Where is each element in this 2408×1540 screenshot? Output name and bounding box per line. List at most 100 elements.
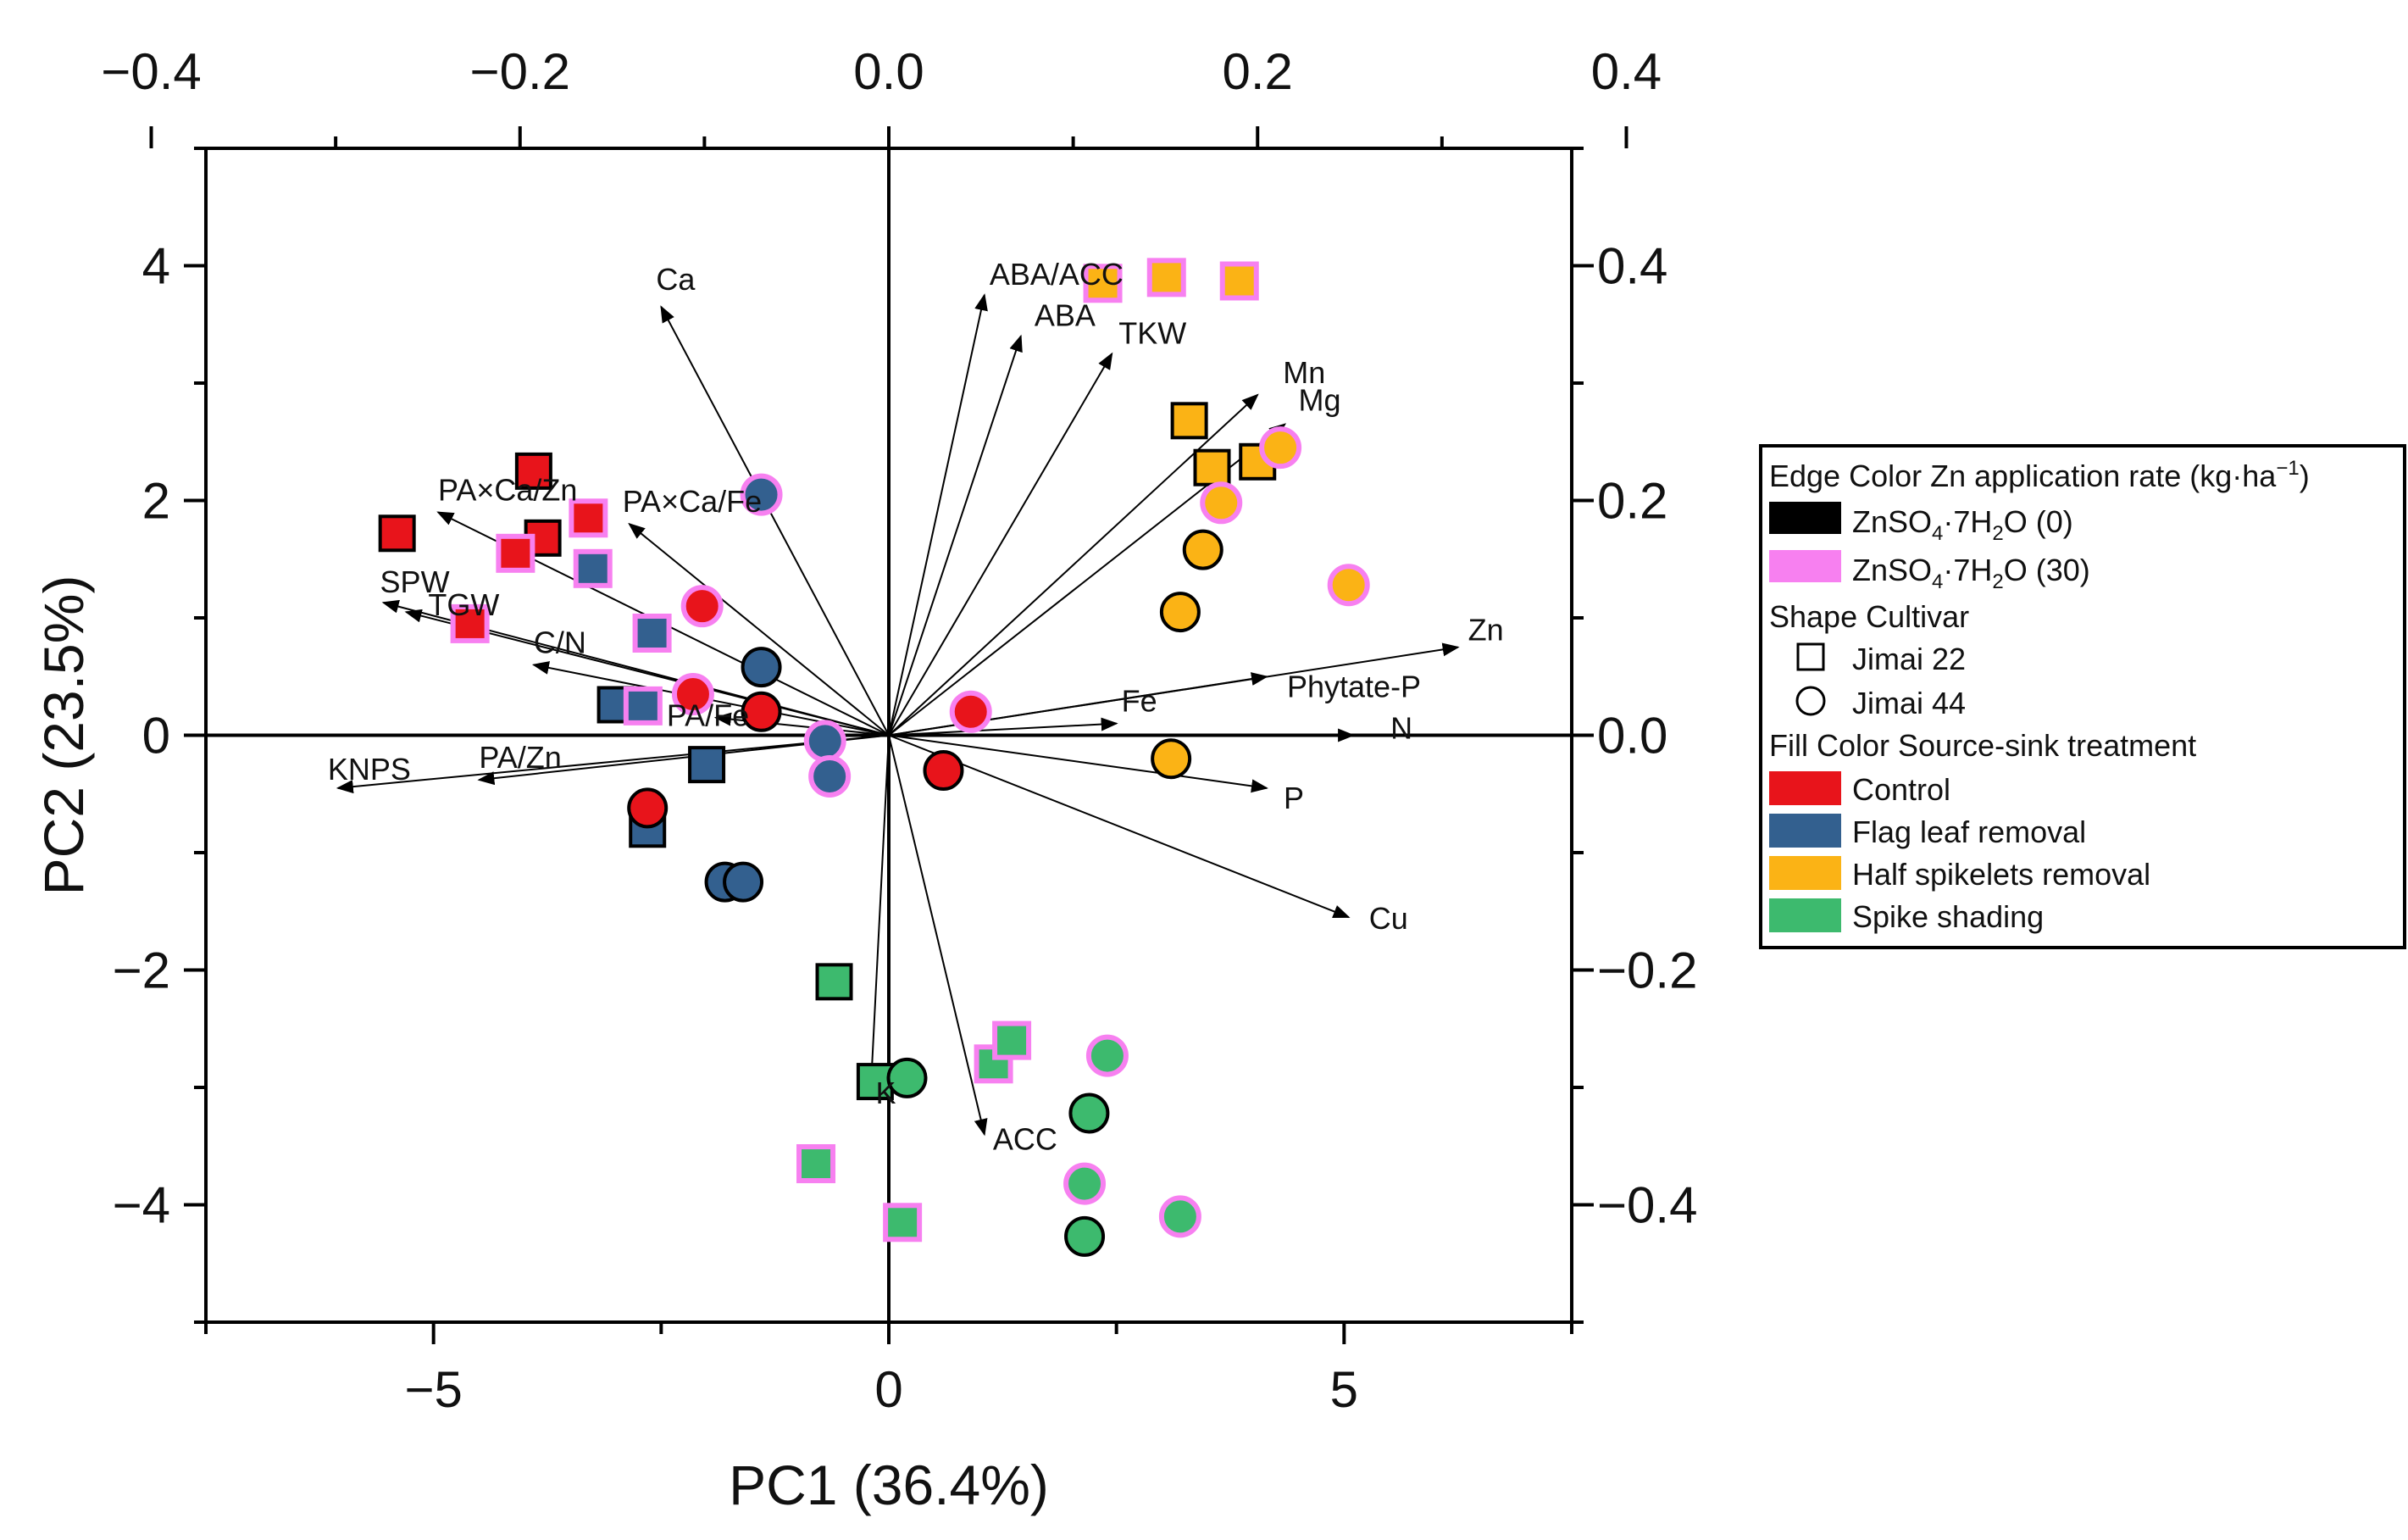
loading-arrow-pa-ca-fe [628,522,890,737]
top-tick-label: 0.0 [853,43,924,100]
legend-swatch-zn0 [1769,502,1841,534]
legend-swatch-spike-shading [1769,898,1841,932]
loading-arrow-tkw [888,352,1113,737]
loading-label-pa-zn: PA/Zn [479,740,561,775]
loading-label-spw: SPW [380,564,450,599]
loading-label-fe: Fe [1122,684,1157,719]
loading-label-zn: Zn [1468,613,1504,648]
loading-label-pa-ca-zn: PA×Ca/Zn [438,472,577,507]
point-circle-flag-leaf-removal [723,861,764,903]
point-square-control [496,533,535,573]
right-tick-label: 0.0 [1597,708,1667,764]
legend-shape-square [1796,642,1825,671]
point-square-spike-shading [815,963,853,1001]
y-tick-label: 4 [142,238,170,295]
x-tick-label: 5 [1330,1361,1358,1418]
point-square-flag-leaf-removal [623,686,663,726]
loading-label-phytate-p: Phytate-P [1287,669,1421,703]
legend: Edge Color Zn application rate (kg·ha−1)… [1759,444,2406,949]
loading-label-tkw: TKW [1118,315,1186,350]
point-circle-spike-shading [1085,1034,1129,1077]
legend-shape-circle [1795,686,1826,716]
point-square-flag-leaf-removal [632,614,672,653]
loading-vectors [336,293,1460,1137]
point-square-spike-shading [883,1203,923,1243]
y-tick-label: −4 [113,1177,170,1234]
loading-arrow-knps [336,734,890,794]
loading-label-tgw: TGW [428,587,499,622]
loading-label-mg: Mg [1298,382,1340,417]
point-circle-flag-leaf-removal [803,720,846,763]
y-tick-label: 0 [142,708,170,764]
loading-label-pa-ca-fe: PA×Ca/Fe [623,484,762,519]
point-square-half-spikelets-removal [1083,264,1123,303]
point-square-spike-shading [796,1144,836,1184]
legend-swatch-control [1769,771,1841,805]
loading-label-acc: ACC [993,1121,1057,1156]
point-square-half-spikelets-removal [1170,402,1208,440]
loading-arrow-k [864,735,890,1095]
point-circle-spike-shading [1064,1215,1106,1257]
top-tick-label: 0.4 [1591,43,1662,100]
point-circle-half-spikelets-removal [1151,738,1192,780]
right-tick-label: 0.2 [1597,473,1667,530]
y-axis-title: PC2 (23.5%) [32,575,95,896]
point-circle-control [671,673,714,716]
loading-label-mn: Mn [1283,355,1325,390]
point-circle-spike-shading [1158,1195,1201,1238]
point-circle-control [923,750,964,792]
x-axis-title: PC1 (36.4%) [729,1454,1049,1516]
point-square-flag-leaf-removal [573,548,613,588]
loading-label-k: K [876,1076,896,1110]
legend-label-zn0: ZnSO4·7H2O (0) [1852,504,2073,545]
legend-label-zn30: ZnSO4·7H2O (30) [1852,553,2090,593]
y-tick-label: 2 [142,473,170,530]
loading-label-knps: KNPS [328,752,411,787]
loading-label-ca: Ca [656,262,696,297]
x-tick-label: 0 [874,1361,902,1418]
point-square-half-spikelets-removal [1193,448,1231,486]
y-tick-label: −2 [113,942,170,999]
point-circle-spike-shading [1068,1092,1110,1134]
top-tick-label: −0.4 [101,43,201,100]
loading-label-aba: ABA [1035,298,1096,333]
point-circle-half-spikelets-removal [1159,592,1201,633]
loading-label-aba-acc: ABA/ACC [990,257,1124,292]
point-square-flag-leaf-removal [688,746,726,784]
legend-fill-label-flag-leaf-removal: Flag leaf removal [1852,814,2086,849]
right-tick-label: −0.4 [1597,1177,1697,1234]
loading-arrow-cu [888,734,1351,919]
point-circle-half-spikelets-removal [1259,426,1302,470]
legend-shape-heading: Shape Cultivar [1769,599,1969,634]
legend-shape-label: Jimai 44 [1852,686,1966,720]
loading-arrow-p [888,734,1268,793]
legend-fill-label-spike-shading: Spike shading [1852,899,2044,934]
legend-box [1759,444,2406,949]
point-square-control [450,603,490,643]
right-tick-label: −0.2 [1597,942,1697,999]
loading-label-p: P [1284,781,1304,815]
point-square-control [569,498,608,538]
loading-arrow-fe [888,717,1118,737]
axes-layer: −5 0 5 −4 −2 0 2 4 −0.4 −0.2 0.0 0.2 0.4 −0.4 −0.2 0.0 0… [32,43,1697,1516]
point-circle-control [741,691,782,732]
loading-arrow-acc [888,735,988,1137]
legend-swatch-zn30 [1769,550,1841,582]
point-circle-spike-shading [886,1057,928,1098]
loading-label-c-n: C/N [534,625,586,659]
point-square-control [514,452,552,490]
x-tick-label: −5 [404,1361,462,1418]
top-tick-label: 0.2 [1223,43,1293,100]
right-tick-label: 0.4 [1597,238,1667,295]
loading-arrow-aba-acc [888,293,988,736]
legend-shape-label: Jimai 22 [1852,642,1966,676]
point-circle-half-spikelets-removal [1327,564,1370,607]
point-square-spike-shading [992,1020,1032,1060]
legend-fill-label-half-spikelets-removal: Half spikelets removal [1852,857,2150,892]
point-circle-flag-leaf-removal [740,473,783,516]
point-circle-control [949,690,992,733]
legend-fill-heading: Fill Color Source-sink treatment [1769,728,2196,763]
